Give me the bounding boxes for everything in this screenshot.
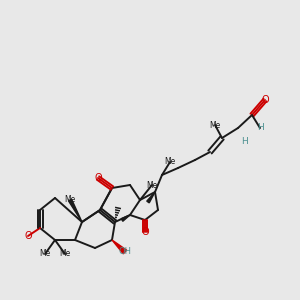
Text: H: H [241,137,248,146]
Text: Me: Me [164,158,175,166]
Polygon shape [147,192,155,203]
Polygon shape [112,240,127,254]
Polygon shape [68,199,82,222]
Text: O: O [141,227,149,237]
Text: O: O [94,173,102,183]
Text: O: O [261,95,269,105]
Text: H: H [256,124,263,133]
Text: OH: OH [118,248,131,256]
Polygon shape [121,215,130,221]
Text: Me: Me [209,121,220,130]
Text: O: O [24,231,32,241]
Text: Me: Me [64,196,76,205]
Text: Me: Me [39,250,51,259]
Text: Me: Me [146,181,158,190]
Text: Me: Me [59,250,70,259]
